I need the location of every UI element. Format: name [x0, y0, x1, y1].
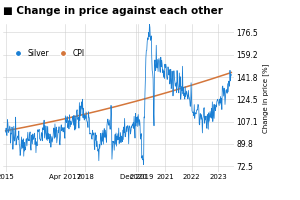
Legend: Silver, CPI: Silver, CPI	[7, 46, 88, 61]
Text: ■ Change in price against each other: ■ Change in price against each other	[3, 6, 223, 16]
Y-axis label: Change in price [%]: Change in price [%]	[262, 63, 269, 133]
